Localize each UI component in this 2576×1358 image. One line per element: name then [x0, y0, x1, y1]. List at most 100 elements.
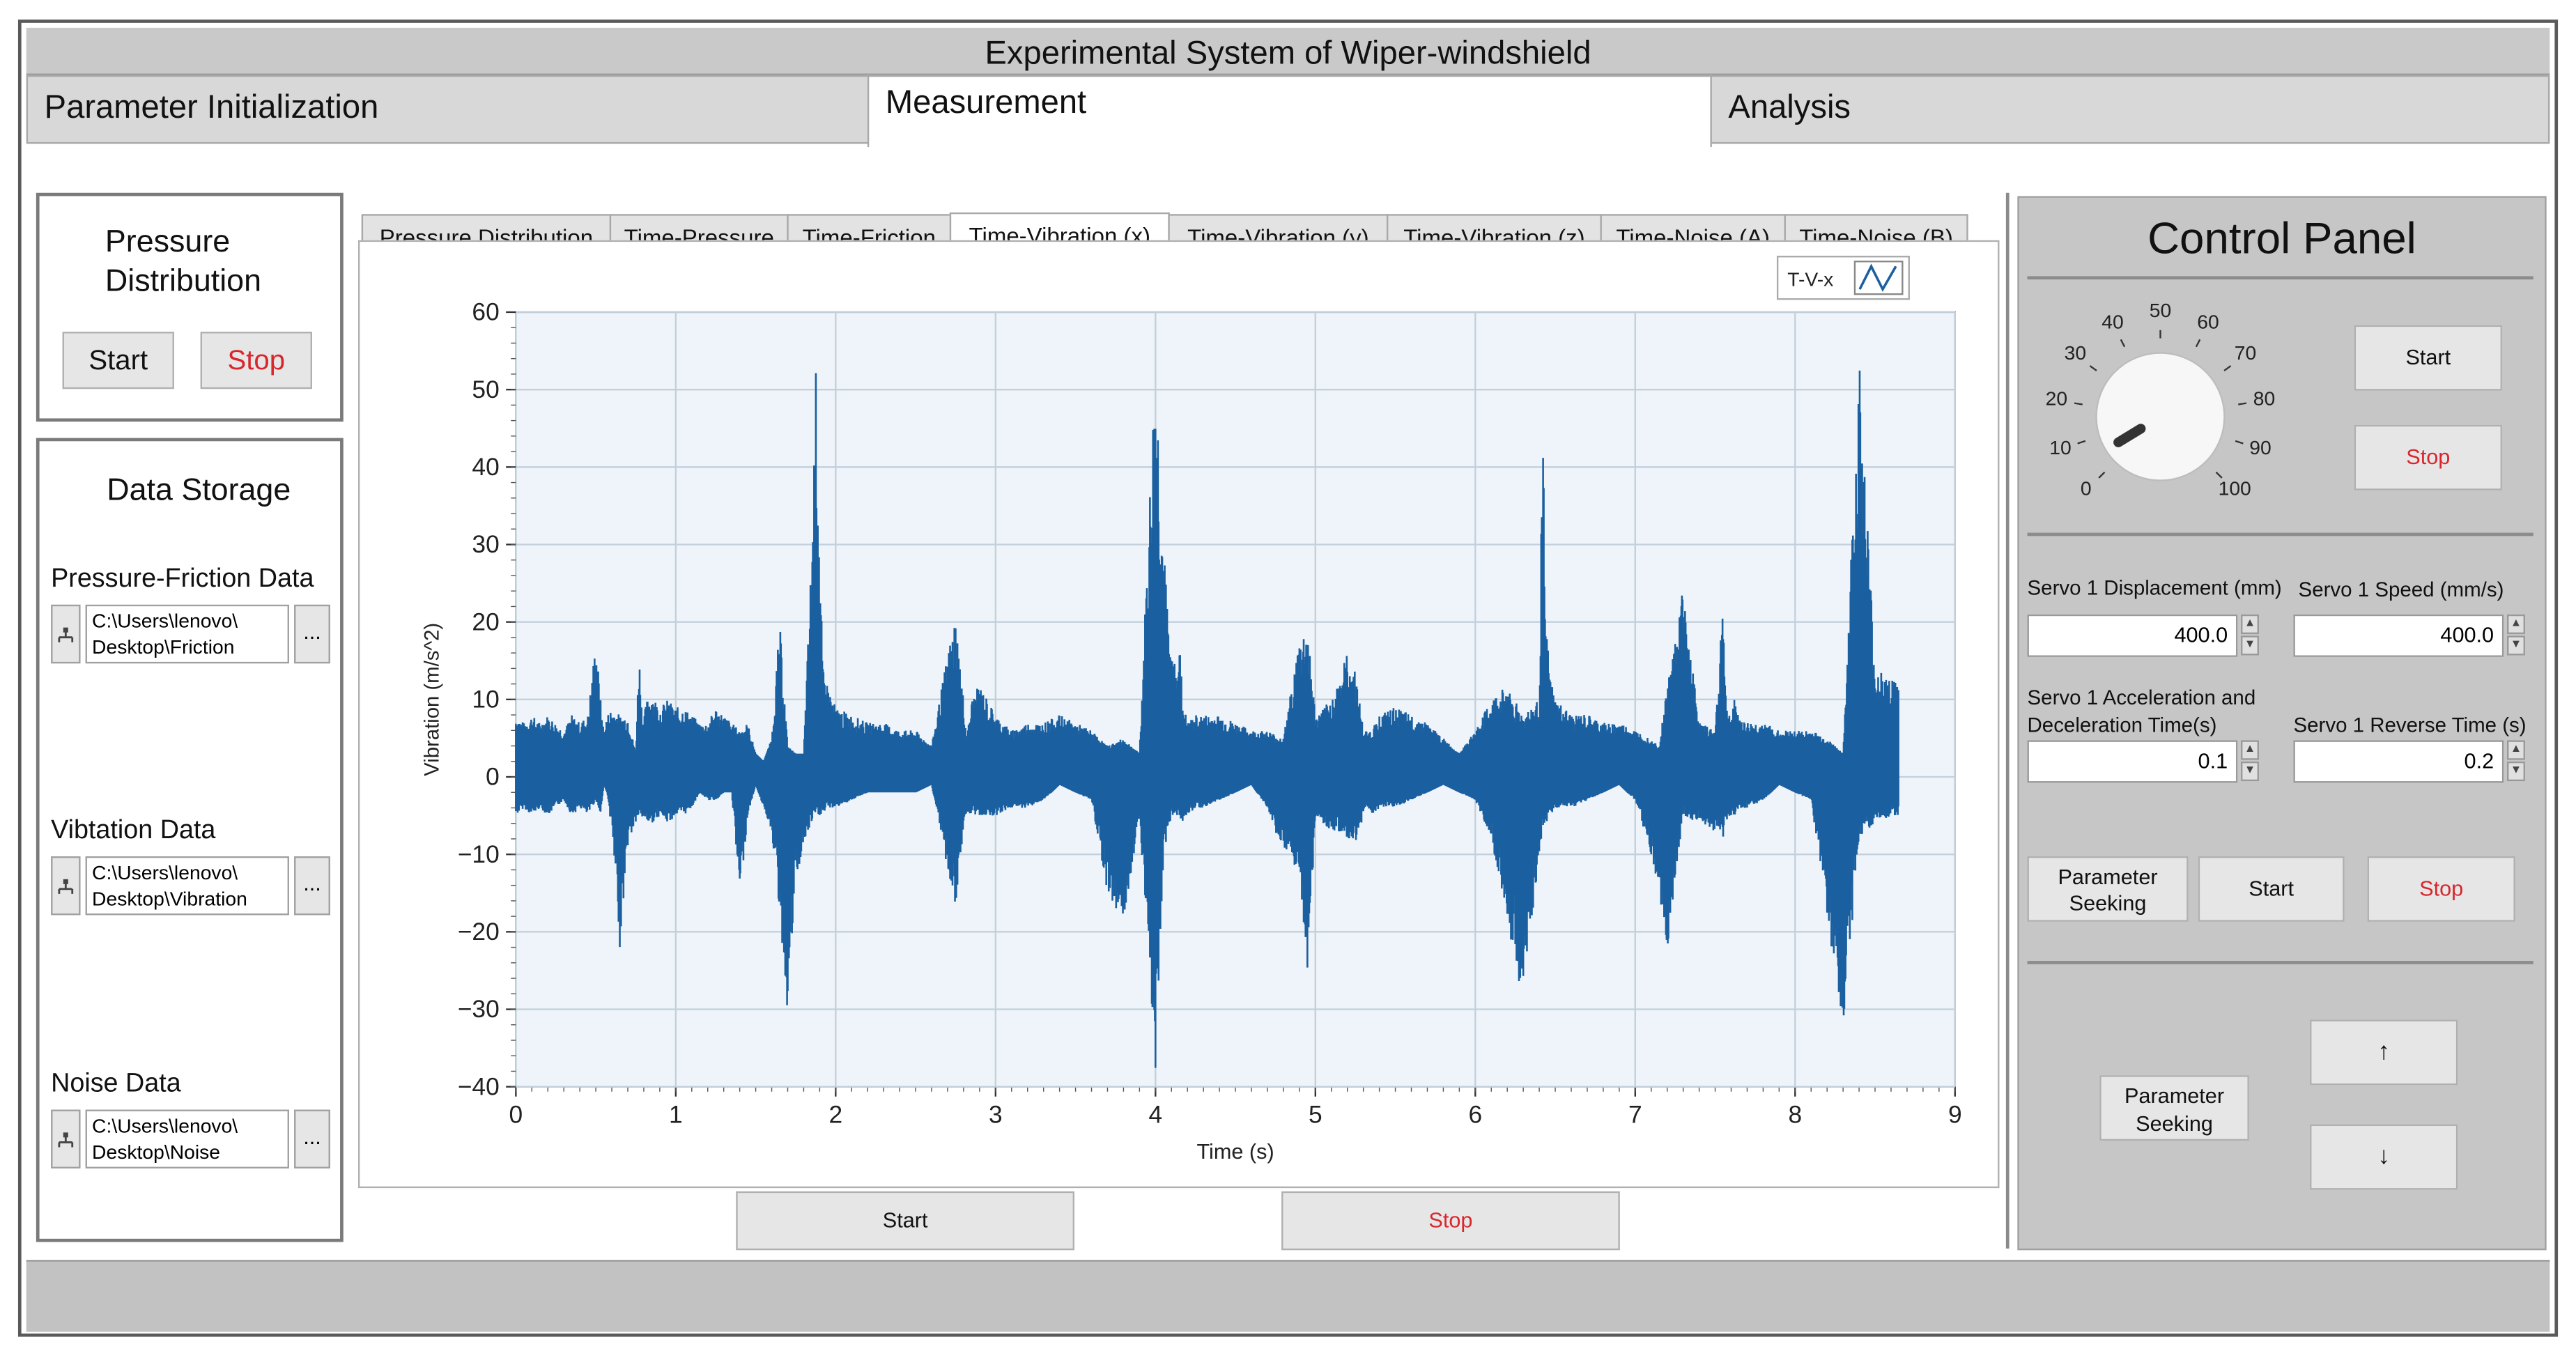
y-tick-label: −30	[458, 996, 500, 1023]
dial-tick-label: 0	[2080, 477, 2092, 501]
tab-label: Analysis	[1728, 89, 1851, 126]
status-bar	[26, 1260, 2550, 1332]
increment-arrow-icon[interactable]: ▲	[2241, 740, 2259, 760]
decrement-arrow-icon[interactable]: ▼	[2507, 761, 2525, 782]
servo-accel-label-2: Deceleration Time(s)	[2027, 713, 2217, 737]
x-tick-label: 5	[1309, 1101, 1322, 1128]
servo-displacement-label: Servo 1 Displacement (mm)	[2027, 576, 2282, 600]
servo-accel-label-1: Servo 1 Acceleration and	[2027, 686, 2256, 709]
tab-analysis[interactable]: Analysis	[1710, 75, 2550, 144]
folder-tree-icon[interactable]	[51, 604, 81, 664]
y-tick-label: −20	[458, 918, 500, 946]
tab-label: Parameter Initialization	[44, 89, 379, 126]
vibration-path: C:\Users\lenovo\ Desktop\Vibration ...	[51, 856, 330, 916]
noise-path-field[interactable]: C:\Users\lenovo\ Desktop\Noise	[85, 1109, 289, 1168]
y-tick-label: 60	[472, 299, 499, 326]
pressure-friction-path-field[interactable]: C:\Users\lenovo\ Desktop\Friction	[85, 604, 289, 664]
x-tick-label: 2	[828, 1101, 842, 1128]
servo-start-button[interactable]: Start	[2198, 856, 2345, 922]
servo-accel-field[interactable]: 0.1 ▲ ▼	[2027, 740, 2266, 783]
title-bar: Experimental System of Wiper-windshield	[26, 27, 2550, 75]
x-tick-label: 0	[509, 1101, 523, 1128]
dial-tick-label: 100	[2218, 477, 2251, 501]
y-tick-label: 40	[472, 454, 499, 481]
dial-needle[interactable]	[2113, 424, 2146, 447]
graph-start-button[interactable]: Start	[736, 1191, 1075, 1251]
data-storage-title: Data Storage	[107, 474, 291, 509]
dial-tick-label: 90	[2249, 435, 2272, 459]
x-tick-label: 7	[1628, 1101, 1642, 1128]
x-tick-label: 4	[1148, 1101, 1162, 1128]
dial-tick	[2098, 471, 2106, 479]
noise-browse-button[interactable]: ...	[294, 1109, 330, 1168]
dial-tick	[2195, 339, 2201, 348]
series-t-v-x-line	[515, 370, 1899, 1068]
dial-tick-label: 50	[2149, 299, 2172, 323]
main-window: Experimental System of Wiper-windshield …	[17, 20, 2559, 1337]
servo-speed-label: Servo 1 Speed (mm/s)	[2298, 578, 2504, 602]
decrement-arrow-icon[interactable]: ▼	[2241, 635, 2259, 656]
increment-arrow-icon[interactable]: ▲	[2241, 614, 2259, 635]
x-tick-label: 8	[1788, 1101, 1802, 1128]
dial-tick	[2120, 339, 2126, 348]
x-tick-label: 1	[669, 1101, 683, 1128]
parameter-seeking-button[interactable]: Parameter Seeking	[2027, 856, 2189, 922]
vibration-path-field[interactable]: C:\Users\lenovo\ Desktop\Vibration	[85, 856, 289, 916]
pressure-stop-button[interactable]: Stop	[200, 332, 312, 389]
dial-tick	[2223, 365, 2232, 371]
folder-tree-icon[interactable]	[51, 856, 81, 916]
data-storage-group: Data Storage Pressure-Friction Data C:\U…	[36, 438, 344, 1242]
up-arrow-button[interactable]: ↑	[2310, 1019, 2458, 1086]
pressure-distribution-group: Pressure Distribution Start Stop	[36, 192, 344, 422]
x-tick-label: 6	[1468, 1101, 1482, 1128]
tab-measurement[interactable]: Measurement	[867, 75, 1712, 148]
control-panel-title: Control Panel	[2147, 214, 2416, 263]
dial-tick	[2238, 402, 2247, 406]
servo-stop-button[interactable]: Stop	[2367, 856, 2515, 922]
increment-arrow-icon[interactable]: ▲	[2507, 740, 2525, 760]
y-tick-label: −10	[458, 841, 500, 868]
pressure-distribution-title-1: Pressure	[105, 225, 231, 260]
y-tick-label: −40	[458, 1074, 500, 1101]
vibration-graph-panel: 0 1 2 3 4 5 6 7 8 9 60 50 40 30 20 10 0 −10 −20 −30 −40 Time …	[358, 240, 2000, 1189]
vibration-data-label: Vibtation Data	[51, 817, 216, 845]
pressure-friction-browse-button[interactable]: ...	[294, 604, 330, 664]
dial-start-button[interactable]: Start	[2354, 325, 2502, 391]
control-panel: Control Panel 0 10 20 30 40 50 60 70 80 90 100 Sta…	[2017, 196, 2547, 1251]
dial-tick	[2089, 365, 2097, 371]
servo-speed-field[interactable]: 400.0 ▲ ▼	[2293, 614, 2531, 657]
folder-tree-icon[interactable]	[51, 1109, 81, 1168]
y-tick-label: 50	[472, 376, 499, 403]
down-arrow-button[interactable]: ↓	[2310, 1124, 2458, 1190]
decrement-arrow-icon[interactable]: ▼	[2507, 635, 2525, 656]
servo-reverse-field[interactable]: 0.2 ▲ ▼	[2293, 740, 2531, 783]
graph-stop-button[interactable]: Stop	[1281, 1191, 1620, 1251]
dial-tick	[2077, 440, 2086, 445]
y-tick-label: 30	[472, 531, 499, 558]
dial-tick-label: 60	[2197, 310, 2219, 334]
servo-displacement-field[interactable]: 400.0 ▲ ▼	[2027, 614, 2266, 657]
divider	[2027, 276, 2533, 280]
pressure-start-button[interactable]: Start	[62, 332, 174, 389]
increment-arrow-icon[interactable]: ▲	[2507, 614, 2525, 635]
noise-path: C:\Users\lenovo\ Desktop\Noise ...	[51, 1109, 330, 1168]
y-tick-label: 0	[486, 764, 500, 791]
servo-reverse-label: Servo 1 Reverse Time (s)	[2293, 713, 2527, 737]
dial-tick	[2215, 471, 2223, 479]
dial-tick	[2074, 402, 2083, 406]
dial-stop-button[interactable]: Stop	[2354, 424, 2502, 491]
decrement-arrow-icon[interactable]: ▼	[2241, 761, 2259, 782]
dial-tick-label: 80	[2253, 387, 2276, 410]
speed-dial[interactable]	[2045, 289, 2324, 510]
y-axis-label: Vibration (m/s^2)	[420, 623, 443, 776]
y-tick-label: 20	[472, 608, 499, 635]
vibration-browse-button[interactable]: ...	[294, 856, 330, 916]
dial-tick-label: 10	[2049, 435, 2072, 459]
divider	[2027, 532, 2533, 537]
parameter-seeking-button-2[interactable]: Parameter Seeking	[2099, 1075, 2249, 1141]
x-tick-label: 3	[989, 1101, 1003, 1128]
tab-parameter-initialization[interactable]: Parameter Initialization	[26, 75, 870, 144]
dial-tick-label: 70	[2234, 342, 2257, 365]
x-tick-label: 9	[1948, 1101, 1962, 1128]
